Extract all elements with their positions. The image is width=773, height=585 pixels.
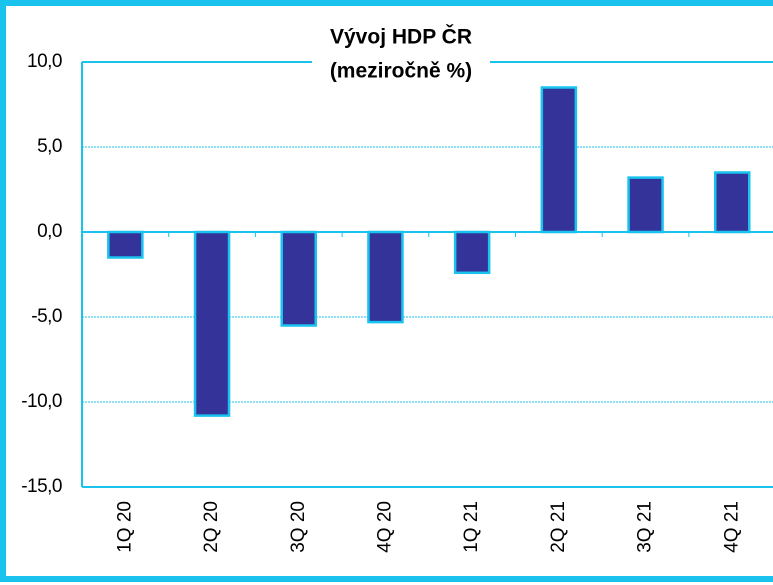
x-tick-label: 2Q 21 — [548, 501, 569, 553]
x-tick-label: 4Q 21 — [721, 501, 742, 553]
y-tick-label: -10,0 — [21, 391, 62, 412]
y-tick-label: -5,0 — [31, 306, 62, 327]
bar — [193, 230, 231, 417]
chart-title: Vývoj HDP ČR — [330, 25, 472, 49]
bar — [280, 230, 317, 327]
bar — [453, 230, 491, 275]
y-tick-label: 0,0 — [37, 221, 62, 242]
x-tick-label: 1Q 20 — [114, 501, 135, 553]
bar — [367, 230, 404, 324]
bar — [107, 230, 144, 259]
x-tick-label: 4Q 20 — [374, 501, 395, 553]
bar — [540, 86, 578, 234]
chart-title: (meziročně %) — [330, 60, 472, 83]
x-tick-label: 3Q 20 — [288, 501, 309, 553]
title-box — [312, 18, 490, 100]
x-tick-label: 2Q 20 — [201, 501, 222, 553]
x-tick-label: 1Q 21 — [461, 501, 482, 553]
y-tick-label: -15,0 — [21, 476, 62, 497]
bar — [714, 171, 751, 234]
bar — [627, 176, 664, 234]
y-tick-label: 5,0 — [37, 136, 62, 157]
y-tick-label: 10,0 — [27, 51, 62, 72]
x-tick-label: 3Q 21 — [635, 501, 656, 553]
